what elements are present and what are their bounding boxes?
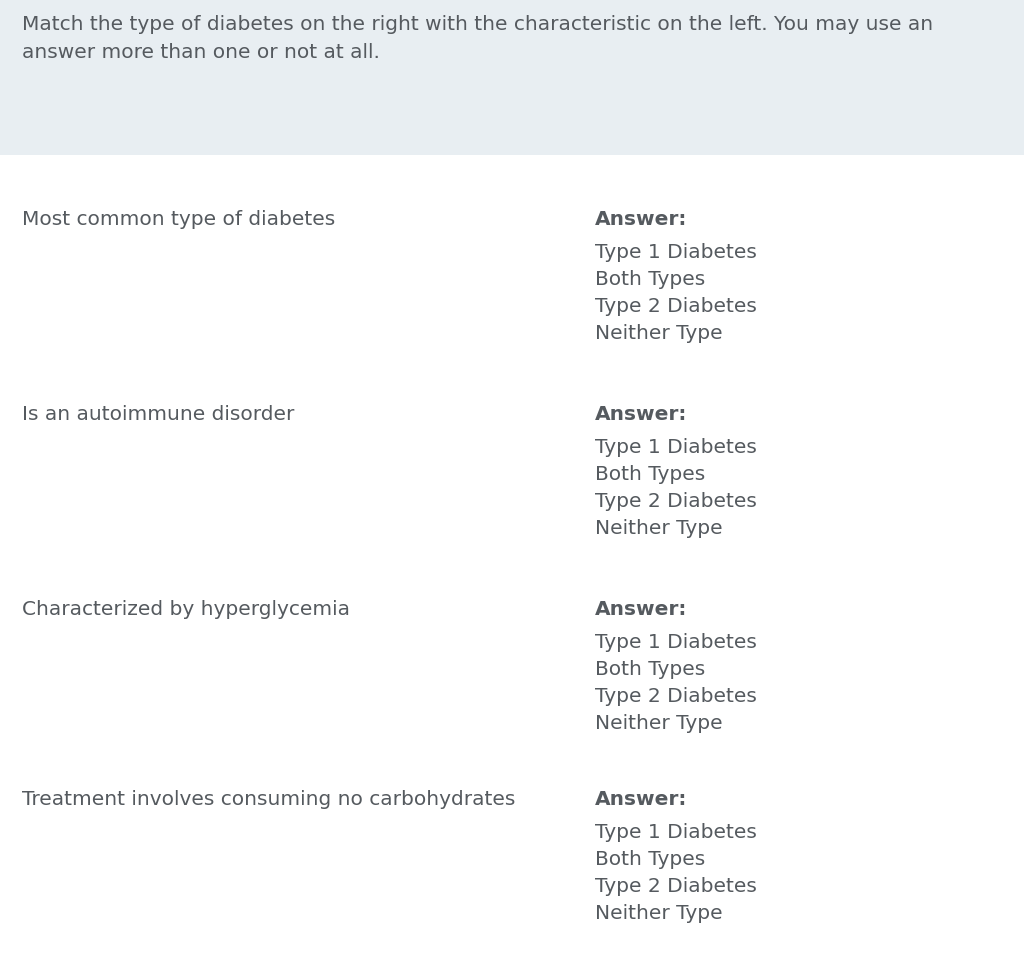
Text: Answer:: Answer: (595, 405, 687, 424)
Bar (0, 0, 1024, 155)
Text: Match the type of diabetes on the right with the characteristic on the left. You: Match the type of diabetes on the right … (22, 15, 933, 34)
Text: Answer:: Answer: (595, 210, 687, 229)
Text: Type 2 Diabetes: Type 2 Diabetes (595, 877, 757, 896)
Text: Type 1 Diabetes: Type 1 Diabetes (595, 823, 757, 842)
Text: Type 2 Diabetes: Type 2 Diabetes (595, 492, 757, 511)
Text: Both Types: Both Types (595, 660, 706, 679)
Text: Neither Type: Neither Type (595, 519, 723, 538)
Text: Type 2 Diabetes: Type 2 Diabetes (595, 297, 757, 316)
Text: Both Types: Both Types (595, 850, 706, 869)
Text: Answer:: Answer: (595, 600, 687, 619)
Text: Both Types: Both Types (595, 270, 706, 289)
Text: Treatment involves consuming no carbohydrates: Treatment involves consuming no carbohyd… (22, 790, 515, 809)
Text: Type 1 Diabetes: Type 1 Diabetes (595, 243, 757, 262)
Text: Type 1 Diabetes: Type 1 Diabetes (595, 438, 757, 457)
Text: Characterized by hyperglycemia: Characterized by hyperglycemia (22, 600, 350, 619)
Text: Type 1 Diabetes: Type 1 Diabetes (595, 633, 757, 652)
Text: Neither Type: Neither Type (595, 904, 723, 923)
Text: Both Types: Both Types (595, 465, 706, 484)
Text: Is an autoimmune disorder: Is an autoimmune disorder (22, 405, 294, 424)
Text: Type 2 Diabetes: Type 2 Diabetes (595, 687, 757, 706)
Text: Most common type of diabetes: Most common type of diabetes (22, 210, 335, 229)
Text: Neither Type: Neither Type (595, 714, 723, 733)
Text: Answer:: Answer: (595, 790, 687, 809)
Text: Neither Type: Neither Type (595, 324, 723, 343)
Text: answer more than one or not at all.: answer more than one or not at all. (22, 43, 380, 62)
